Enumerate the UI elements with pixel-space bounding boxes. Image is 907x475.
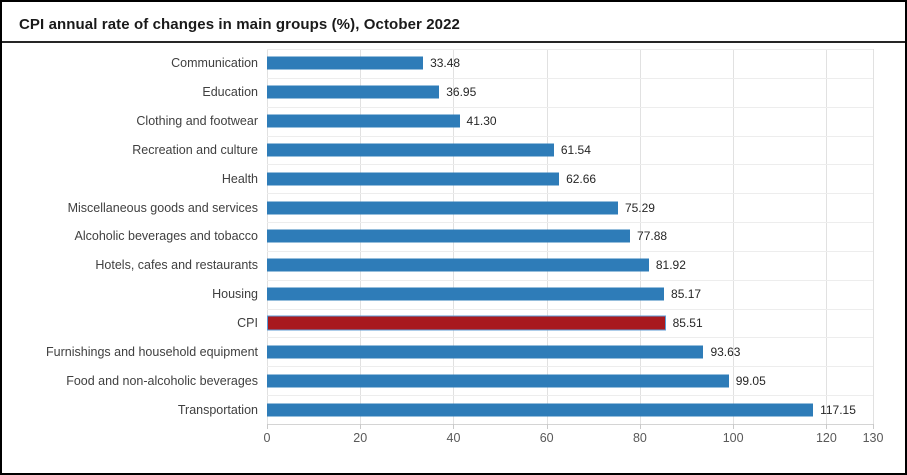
chart-row: Furnishings and household equipment 93.63	[2, 337, 905, 366]
bar	[267, 201, 618, 215]
bar-chart: 0 20 40 60 80 100 120 130 Communication 33.48 Edu…	[2, 49, 905, 445]
bar-track: 117.15	[267, 395, 873, 424]
axis-tick-label: 40	[446, 431, 461, 445]
category-label: Alcoholic beverages and tobacco	[74, 229, 258, 244]
category-label: Housing	[212, 287, 258, 302]
value-label: 75.29	[624, 200, 655, 215]
axis-tick-mark	[639, 424, 641, 429]
bar-track: 33.48	[267, 49, 873, 78]
bar	[267, 56, 424, 70]
bar	[267, 143, 554, 157]
value-label: 99.05	[735, 373, 766, 388]
bar-track: 41.30	[267, 107, 873, 136]
chart-row: Miscellaneous goods and services 75.29	[2, 193, 905, 222]
bar-track: 62.66	[267, 164, 873, 193]
bar-track: 81.92	[267, 251, 873, 280]
bar	[267, 374, 729, 388]
axis-tick-mark	[546, 424, 548, 429]
x-axis-line	[267, 424, 873, 425]
axis-tick-mark	[360, 424, 362, 429]
axis-tick-mark	[733, 424, 735, 429]
value-label: 62.66	[566, 171, 597, 186]
category-label: Communication	[171, 56, 258, 71]
chart-row: Food and non-alcoholic beverages 99.05	[2, 366, 905, 395]
axis-tick-mark	[873, 424, 874, 429]
category-label: Education	[202, 85, 258, 100]
value-label: 36.95	[446, 85, 477, 100]
category-label: Transportation	[177, 402, 258, 417]
value-label: 77.88	[637, 229, 668, 244]
bar	[267, 258, 649, 272]
chart-row: CPI 85.51	[2, 309, 905, 338]
value-label: 41.30	[466, 114, 497, 129]
chart-rows: Communication 33.48 Education 36.95 Clothing…	[2, 49, 905, 424]
category-label: Hotels, cafes and restaurants	[95, 258, 258, 273]
bar	[267, 114, 460, 128]
bar	[267, 85, 440, 99]
axis-tick-label: 0	[263, 431, 271, 445]
value-label: 117.15	[820, 402, 856, 417]
value-label: 93.63	[710, 344, 741, 359]
bar-track: 75.29	[267, 193, 873, 222]
axis-tick-label: 60	[539, 431, 554, 445]
category-label: Clothing and footwear	[136, 114, 258, 129]
category-label: Health	[221, 171, 258, 186]
bar	[267, 345, 704, 359]
chart-title: CPI annual rate of changes in main group…	[19, 16, 460, 33]
axis-tick-mark	[267, 424, 268, 429]
chart-row: Communication 33.48	[2, 49, 905, 78]
category-label: Furnishings and household equipment	[46, 344, 258, 359]
chart-row: Clothing and footwear 41.30	[2, 107, 905, 136]
value-label: 33.48	[430, 56, 461, 71]
axis-tick-label: 100	[722, 431, 744, 445]
chart-row: Recreation and culture 61.54	[2, 136, 905, 165]
chart-row: Alcoholic beverages and tobacco 77.88	[2, 222, 905, 251]
axis-tick-label: 120	[815, 431, 837, 445]
chart-row: Housing 85.17	[2, 280, 905, 309]
bar	[267, 287, 665, 301]
bar-track: 36.95	[267, 78, 873, 107]
bar-track: 85.17	[267, 280, 873, 309]
value-label: 85.17	[671, 287, 702, 302]
value-label: 61.54	[560, 142, 591, 157]
chart-row: Hotels, cafes and restaurants 81.92	[2, 251, 905, 280]
chart-row: Education 36.95	[2, 78, 905, 107]
chart-row: Transportation 117.15	[2, 395, 905, 424]
bar-track: 93.63	[267, 337, 873, 366]
category-label: CPI	[237, 316, 258, 331]
chart-header: CPI annual rate of changes in main group…	[2, 2, 905, 43]
bar-track: 85.51	[267, 309, 873, 338]
value-label: 85.51	[672, 316, 703, 331]
axis-tick-label: 20	[353, 431, 368, 445]
category-label: Recreation and culture	[132, 142, 258, 157]
bar-highlighted	[267, 315, 666, 331]
axis-tick-label: 130	[862, 431, 884, 445]
bar-track: 61.54	[267, 136, 873, 165]
value-label: 81.92	[655, 258, 686, 273]
bar	[267, 403, 814, 417]
category-label: Miscellaneous goods and services	[67, 200, 258, 215]
bar	[267, 229, 631, 243]
axis-tick-mark	[826, 424, 828, 429]
category-label: Food and non-alcoholic beverages	[66, 373, 258, 388]
chart-row: Health 62.66	[2, 164, 905, 193]
bar	[267, 172, 560, 186]
axis-tick-label: 80	[632, 431, 647, 445]
bar-track: 99.05	[267, 366, 873, 395]
bar-track: 77.88	[267, 222, 873, 251]
axis-tick-mark	[453, 424, 455, 429]
